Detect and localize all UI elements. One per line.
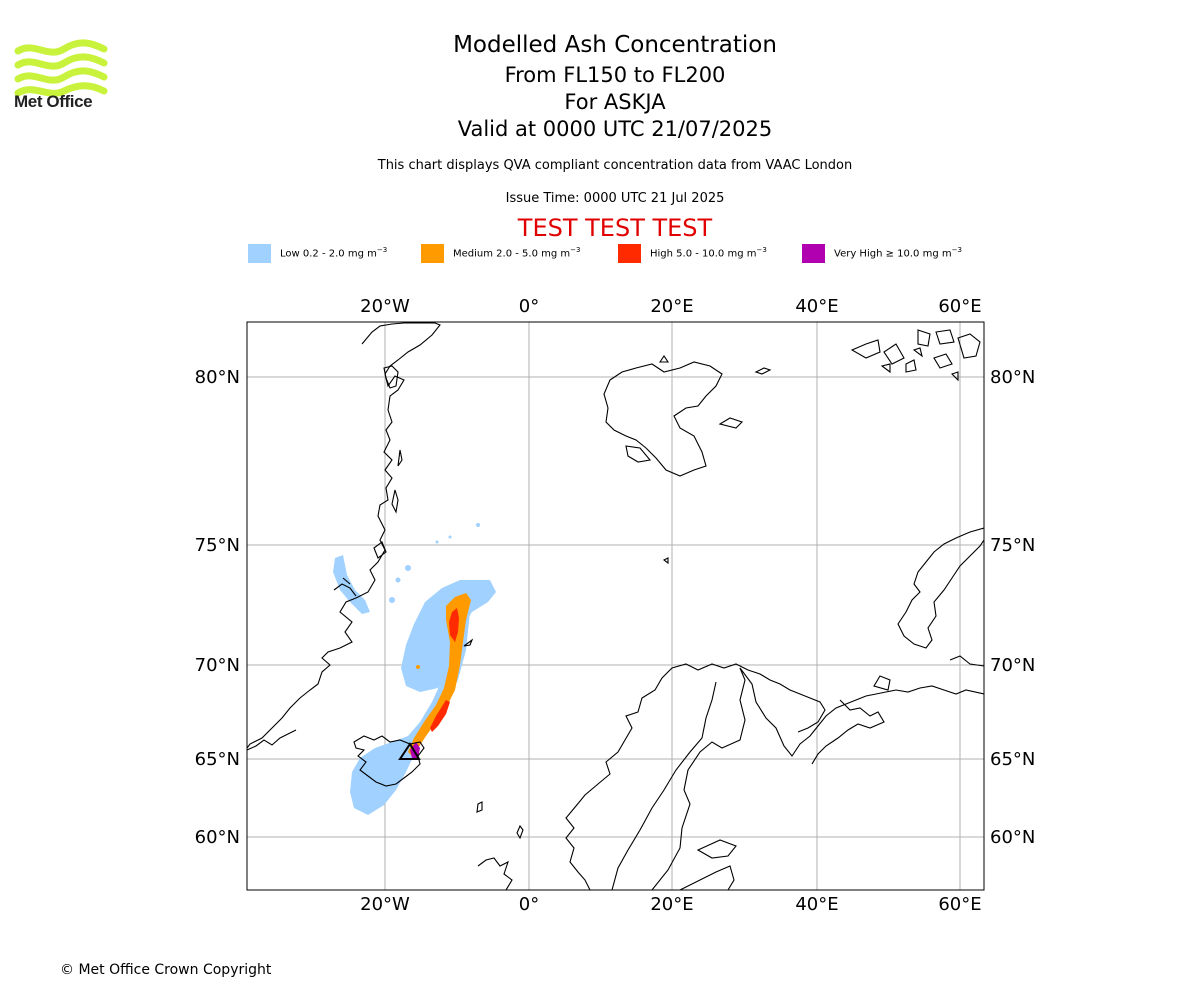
lon-tick-label: 40°E	[795, 296, 838, 317]
lon-tick-label: 60°E	[938, 296, 981, 317]
lat-tick-label: 75°N	[990, 535, 1035, 556]
lon-tick-label: 20°E	[650, 296, 693, 317]
lat-tick-label: 70°N	[195, 655, 240, 676]
lon-labels-top: 20°W 0° 20°E 40°E 60°E	[360, 296, 981, 317]
lat-labels-left: 80°N 75°N 70°N 65°N 60°N	[195, 367, 240, 848]
lon-labels-bottom: 20°W 0° 20°E 40°E 60°E	[360, 894, 981, 915]
issue-time: Issue Time: 0000 UTC 21 Jul 2025	[505, 191, 725, 206]
legend-swatch-low	[248, 244, 271, 263]
coastlines	[247, 322, 984, 890]
chart-description: This chart displays QVA compliant concen…	[377, 158, 853, 173]
legend-label-very-high: Very High ≥ 10.0 mg m−3	[834, 246, 962, 260]
title-block: Modelled Ash Concentration From FL150 to…	[315, 30, 915, 143]
lat-tick-label: 60°N	[195, 827, 240, 848]
lat-tick-label: 70°N	[990, 655, 1035, 676]
legend-swatch-high	[618, 244, 641, 263]
lon-tick-label: 40°E	[795, 894, 838, 915]
graticule	[247, 322, 984, 890]
legend: Low 0.2 - 2.0 mg m−3 Medium 2.0 - 5.0 mg…	[0, 244, 1200, 264]
lon-tick-label: 0°	[519, 894, 539, 915]
lat-labels-right: 80°N 75°N 70°N 65°N 60°N	[990, 367, 1035, 848]
legend-label-high: High 5.0 - 10.0 mg m−3	[650, 246, 767, 260]
lat-tick-label: 80°N	[195, 367, 240, 388]
lat-tick-label: 65°N	[195, 749, 240, 770]
lon-tick-label: 20°W	[360, 296, 410, 317]
lon-tick-label: 20°E	[650, 894, 693, 915]
chart-title: Modelled Ash Concentration	[453, 32, 777, 58]
ash-high	[430, 608, 459, 732]
volcano-triangle-icon	[398, 742, 421, 760]
valid-time: Valid at 0000 UTC 21/07/2025	[457, 117, 773, 141]
logo-text: Met Office	[14, 92, 93, 111]
volcano-name: For ASKJA	[564, 90, 666, 114]
legend-label-medium: Medium 2.0 - 5.0 mg m−3	[453, 246, 581, 260]
lon-tick-label: 60°E	[938, 894, 981, 915]
lon-tick-label: 20°W	[360, 894, 410, 915]
legend-swatch-very-high	[802, 244, 825, 263]
test-banner: TEST TEST TEST	[517, 214, 713, 242]
legend-label-low: Low 0.2 - 2.0 mg m−3	[280, 246, 388, 260]
ash-very-high	[410, 742, 420, 758]
lat-tick-label: 65°N	[990, 749, 1035, 770]
flight-levels: From FL150 to FL200	[504, 63, 726, 87]
legend-swatch-medium	[421, 244, 444, 263]
lat-tick-label: 75°N	[195, 535, 240, 556]
lat-tick-label: 60°N	[990, 827, 1035, 848]
lat-tick-label: 80°N	[990, 367, 1035, 388]
copyright-notice: © Met Office Crown Copyright	[60, 962, 272, 978]
ash-low	[333, 523, 496, 815]
lon-tick-label: 0°	[519, 296, 539, 317]
map-frame	[246, 321, 985, 891]
met-office-logo	[14, 39, 108, 97]
